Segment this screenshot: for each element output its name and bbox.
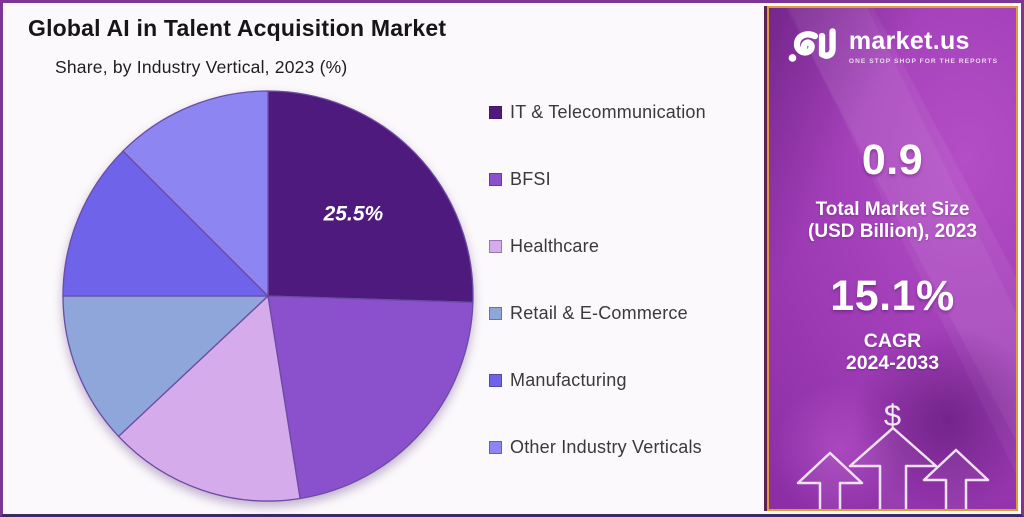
growth-arrow-center [848,426,937,509]
legend-label: BFSI [510,168,551,189]
brand-name: market.us [848,27,970,55]
legend-item-it-telecommunication: IT & Telecommunication [489,102,764,122]
cagr-value: 15.1% [830,272,955,320]
pie-slice [122,90,269,298]
brand-tagline: ONE STOP SHOP FOR THE REPORTS [848,58,999,65]
pie-slice [62,295,270,438]
marketus-logo-icon [788,28,836,62]
market-size-value: 0.9 [861,136,924,184]
pie-slice [267,295,474,500]
chart-legend: IT & Telecommunication BFSI Healthcare R… [489,102,764,504]
cagr-label: CAGR 2024-2033 [769,330,1016,374]
legend-label: Healthcare [510,235,600,256]
legend-item-healthcare: Healthcare [489,236,764,256]
legend-item-retail-ecommerce: Retail & E-Commerce [489,303,764,323]
legend-swatch-icon [489,105,502,119]
growth-arrow-left [796,451,863,509]
legend-label: Retail & E-Commerce [510,302,688,323]
legend-item-other-verticals: Other Industry Verticals [489,437,764,457]
legend-label: Manufacturing [510,369,627,390]
legend-swatch-icon [489,306,502,320]
cagr-label-line2: 2024-2033 [845,352,940,375]
market-size-label-line1: Total Market Size [815,199,970,220]
pie-slice [117,294,301,502]
growth-arrow-right [922,448,989,509]
market-size-label-line2: (USD Billion), 2023 [808,220,977,242]
legend-item-bfsi: BFSI [489,169,764,189]
brand-text: market.us ONE STOP SHOP FOR THE REPORTS [848,27,999,66]
chart-subtitle: Share, by Industry Vertical, 2023 (%) [55,57,348,77]
pie-slice [62,150,270,297]
pie-slice [267,90,474,304]
growth-arrows-icon [796,426,989,509]
legend-swatch-icon [489,239,502,253]
market-size-label: Total Market Size (USD Billion), 2023 [769,199,1016,242]
chart-title: Global AI in Talent Acquisition Market [28,15,447,41]
pie-chart: 25.5% [62,90,474,502]
legend-swatch-icon [489,440,502,454]
brand-lockup: market.us ONE STOP SHOP FOR THE REPORTS [769,24,1016,70]
legend-item-manufacturing: Manufacturing [489,370,764,390]
legend-label: IT & Telecommunication [510,101,706,122]
cagr-label-line1: CAGR [863,330,922,352]
legend-swatch-icon [489,373,502,387]
promo-panel: market.us ONE STOP SHOP FOR THE REPORTS … [767,6,1018,511]
pie-slice-data-label: 25.5% [323,202,384,225]
legend-swatch-icon [489,172,502,186]
promo-panel-frame: market.us ONE STOP SHOP FOR THE REPORTS … [764,6,1018,511]
legend-label: Other Industry Verticals [510,436,702,457]
dollar-sign-icon: $ [883,398,902,433]
